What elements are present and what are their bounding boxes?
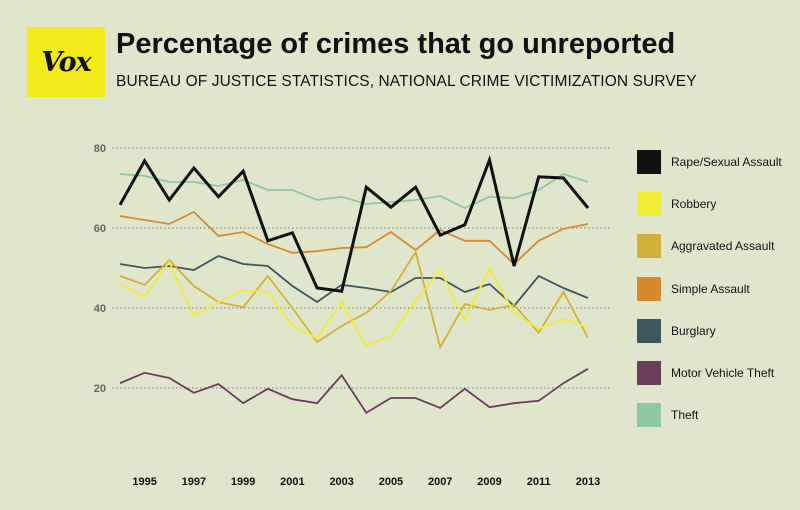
legend-swatch [637,403,661,428]
series-line-rape-sexual-assault [118,154,590,293]
x-tick-label: 1997 [182,476,206,488]
gridlines [112,147,612,389]
legend-item: Rape/Sexual Assault [637,150,797,176]
series-line-burglary [119,255,589,308]
legend-item: Burglary [637,318,797,345]
y-tick-label: 60 [94,223,106,235]
x-tick-label: 1995 [132,476,156,488]
legend-label: Rape/Sexual Assault [671,155,782,169]
y-tick-label: 40 [94,303,106,315]
x-tick-labels: 1995 1997 1999 2001 2003 2005 2007 2009 2011 2013 [132,476,600,488]
legend-swatch [637,361,661,385]
series-line-robbery [119,260,589,348]
legend-label: Aggravated Assault [671,239,775,254]
chart-title: Percentage of crimes that go unreported [116,28,676,60]
y-tick-label: 20 [94,383,106,395]
legend-label: Motor Vehicle Theft [671,366,775,380]
series-line-theft [119,173,589,209]
legend-label: Burglary [671,323,716,338]
series-line-simple-assault [119,210,589,266]
chart-subtitle: BUREAU OF JUSTICE STATISTICS, NATIONAL C… [116,73,697,90]
x-tick-label: 2013 [576,476,600,488]
legend-item: Motor Vehicle Theft [637,361,797,387]
legend-swatch [637,234,661,259]
legend-swatch [637,150,661,174]
legend-label: Theft [671,408,699,423]
x-tick-label: 2007 [428,476,452,488]
legend-label: Simple Assault [671,281,750,296]
x-tick-label: 2005 [379,476,403,488]
vox-logo: Vox [27,27,105,97]
x-tick-label: 2001 [280,476,304,488]
legend-item: Simple Assault [637,276,797,303]
legend-item: Robbery [637,192,797,218]
legend-swatch [637,276,661,301]
series-lines [118,154,590,415]
legend-label: Robbery [671,197,717,212]
y-tick-labels: 20 40 60 80 [94,143,106,395]
x-tick-label: 1999 [231,476,255,488]
legend-item: Theft [637,403,797,429]
legend-item: Aggravated Assault [637,234,797,260]
series-line-motor-vehicle-theft [119,368,589,415]
series-line-aggravated-assault [119,249,589,350]
x-tick-label: 2003 [329,476,353,488]
x-tick-label: 2009 [477,476,501,488]
legend-swatch [637,192,661,217]
logo-text: Vox [41,46,92,78]
x-tick-label: 2011 [527,476,551,488]
legend-swatch [637,318,661,343]
y-tick-label: 80 [94,143,106,155]
